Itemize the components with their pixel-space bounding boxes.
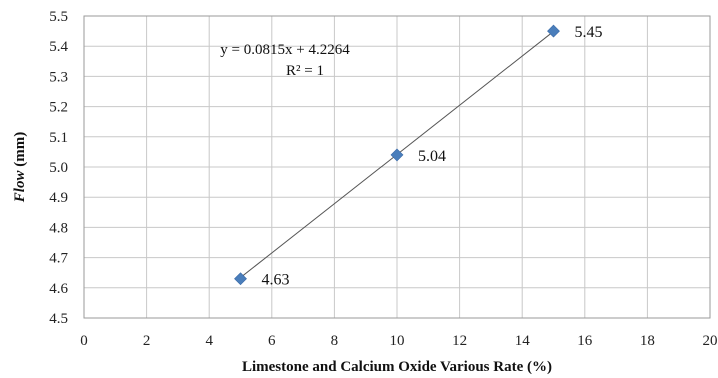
x-axis-ticks: 0 2 4 6 8 10 12 14 16 18 20 [80,333,717,349]
y-tick-label: 4.8 [49,220,68,236]
r-squared-label: R² = 1 [286,63,324,79]
data-labels: 4.63 5.04 5.45 [262,24,603,289]
y-tick-label: 4.5 [49,311,68,327]
y-tick-label: 4.6 [49,281,68,297]
data-point-marker [234,272,247,286]
trendline-equation: y = 0.0815x + 4.2264 [220,42,350,58]
y-tick-label: 5.4 [49,39,68,55]
y-axis-title-main: Flow [12,170,28,204]
x-tick-label: 12 [452,333,467,349]
x-tick-label: 8 [331,333,339,349]
data-label: 5.45 [575,24,603,41]
x-tick-label: 0 [80,333,88,349]
x-tick-label: 2 [143,333,151,349]
y-tick-label: 5.1 [49,130,68,146]
data-point-marker [390,148,404,162]
y-tick-label: 5.3 [49,69,68,85]
x-tick-label: 20 [703,333,718,349]
x-tick-label: 16 [577,333,593,349]
plot-area-border [83,15,711,319]
y-tick-label: 4.7 [49,251,68,267]
x-tick-label: 6 [268,333,276,349]
x-axis-title: Limestone and Calcium Oxide Various Rate… [242,359,552,375]
data-label: 5.04 [418,148,446,165]
y-axis-ticks: 4.5 4.6 4.7 4.8 4.9 5.0 5.1 5.2 5.3 5.4 5.5 [49,9,68,327]
x-tick-label: 14 [515,333,531,349]
grid [83,15,711,319]
y-tick-label: 5.0 [49,160,68,176]
x-tick-label: 4 [205,333,213,349]
data-label: 4.63 [262,272,290,289]
y-axis-title-unit: (mm) [12,132,28,171]
data-point-marker [547,24,560,38]
x-tick-label: 18 [640,333,655,349]
data-points [234,24,560,286]
y-tick-label: 5.5 [49,9,68,25]
x-tick-label: 10 [390,333,405,349]
y-tick-label: 4.9 [49,190,68,206]
y-tick-label: 5.2 [49,100,68,116]
y-axis-title: Flow (mm) [12,132,28,203]
